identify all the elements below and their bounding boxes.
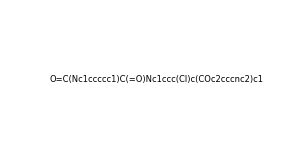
Text: O=C(Nc1ccccc1)C(=O)Nc1ccc(Cl)c(COc2cccnc2)c1: O=C(Nc1ccccc1)C(=O)Nc1ccc(Cl)c(COc2cccnc… xyxy=(50,75,264,84)
